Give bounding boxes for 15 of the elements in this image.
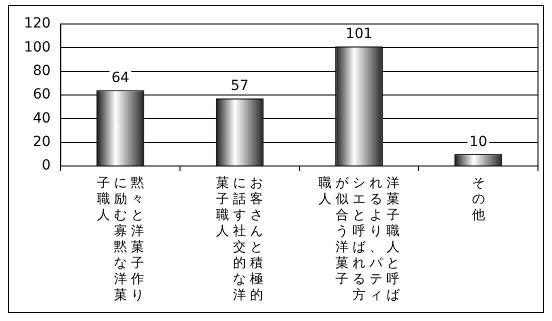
y-tick-label: 40	[32, 110, 51, 126]
category-label: 黙々と洋菓子作りに励む寡黙な洋菓子職人	[96, 176, 144, 303]
data-label: 10	[469, 134, 488, 150]
y-tick-label: 120	[24, 16, 51, 32]
y-tick-label: 20	[32, 134, 51, 150]
x-tick-label: その他	[471, 176, 486, 225]
y-tick-label: 0	[42, 158, 51, 174]
data-label: 101	[346, 26, 372, 42]
y-tick-label: 80	[32, 62, 51, 79]
y-tick-label: 100	[24, 39, 51, 56]
y-tick-label: 60	[32, 86, 51, 103]
category-label: 洋菓子職人と呼ばれるより、パティシエと呼ばれる方が似合う洋菓子職人	[318, 176, 400, 303]
data-label: 64	[111, 70, 130, 86]
category-label: お客さんと積極的に話す社交的な洋菓子職人	[216, 176, 264, 303]
data-label: 57	[230, 78, 249, 94]
